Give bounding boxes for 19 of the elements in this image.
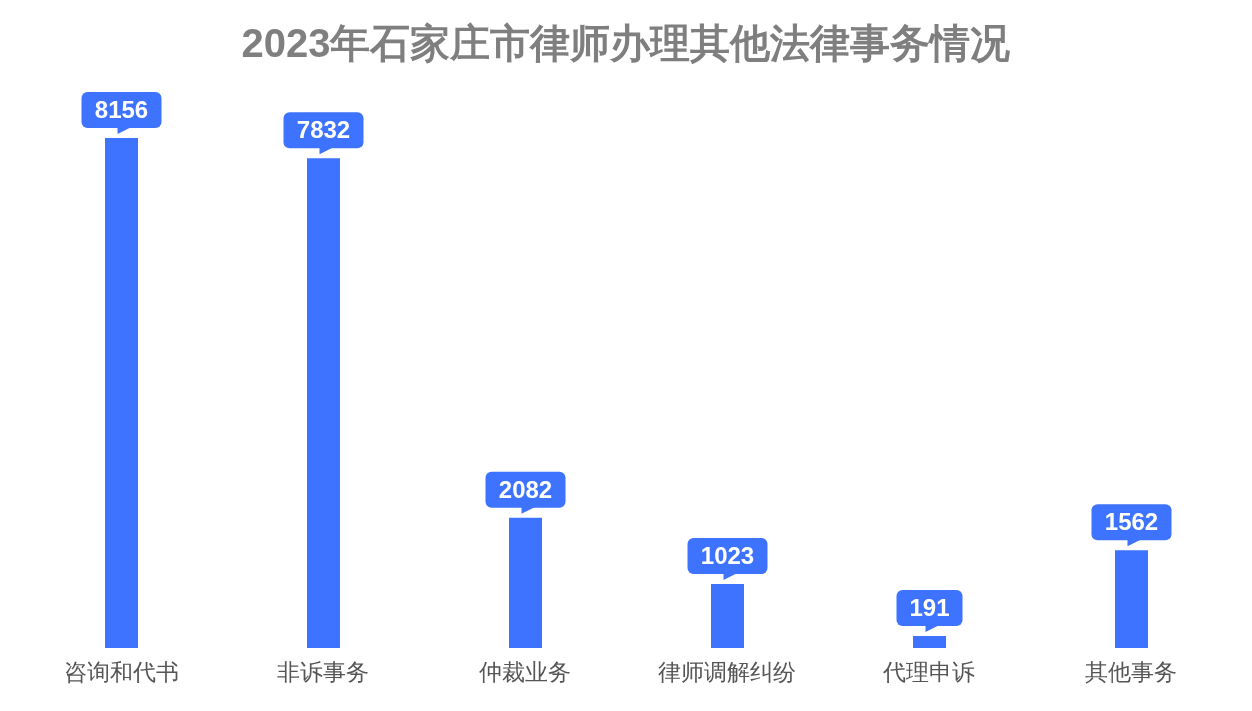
chart-title: 2023年石家庄市律师办理其他法律事务情况 xyxy=(240,20,1012,67)
data-label: 191 xyxy=(909,594,950,622)
bar xyxy=(913,636,946,648)
bar xyxy=(1115,550,1148,648)
x-tick-label: 律师调解纠纷 xyxy=(658,659,796,686)
bar xyxy=(307,158,340,648)
bar xyxy=(105,138,138,648)
x-tick-label: 其他事务 xyxy=(1085,659,1177,686)
data-label: 2082 xyxy=(498,475,553,503)
data-label: 1023 xyxy=(700,542,755,570)
x-tick-label: 代理申诉 xyxy=(882,659,975,686)
x-tick-label: 非诉事务 xyxy=(277,659,369,686)
bar xyxy=(509,517,542,648)
data-label: 8156 xyxy=(94,96,149,123)
x-tick-label: 咨询和代书 xyxy=(63,659,179,686)
x-tick-label: 仲裁业务 xyxy=(479,659,571,686)
data-label: 7832 xyxy=(296,116,351,144)
data-label: 1562 xyxy=(1104,508,1159,536)
bar xyxy=(711,584,744,648)
